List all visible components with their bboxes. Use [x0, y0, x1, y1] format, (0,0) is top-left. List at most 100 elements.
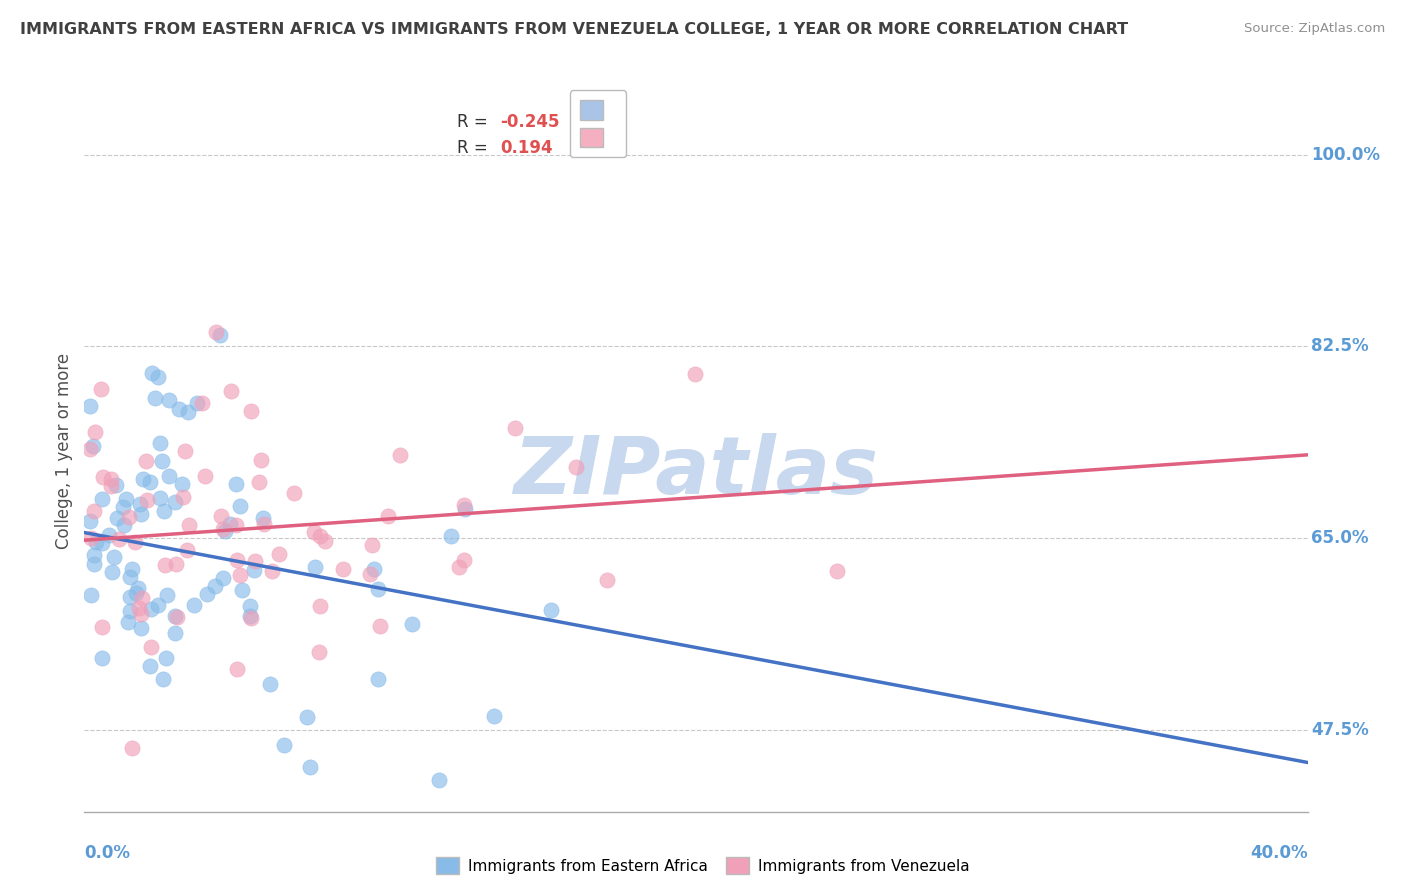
Point [453, 553, 475, 567]
Point [176, 543, 198, 558]
Point [484, 708, 506, 723]
Point [138, 659, 160, 673]
Point [141, 602, 163, 616]
Point [124, 535, 146, 549]
Point [683, 367, 706, 381]
Point [186, 396, 208, 410]
Point [209, 508, 232, 523]
Point [141, 640, 163, 654]
Point [231, 582, 253, 597]
Point [118, 604, 141, 618]
Point [128, 601, 150, 615]
Point [243, 554, 266, 568]
Point [129, 498, 152, 512]
Point [401, 616, 423, 631]
Point [131, 607, 153, 621]
Point [302, 524, 325, 539]
Point [304, 560, 326, 574]
Point [239, 609, 262, 624]
Point [111, 500, 134, 514]
Point [118, 570, 141, 584]
Point [219, 517, 242, 532]
Text: 100.0%: 100.0% [1312, 146, 1381, 164]
Text: 65.0%: 65.0% [1312, 529, 1369, 547]
Point [177, 518, 200, 533]
Point [214, 524, 236, 538]
Point [363, 562, 385, 576]
Point [449, 559, 471, 574]
Point [332, 562, 354, 576]
Point [596, 573, 619, 587]
Point [139, 475, 162, 489]
Point [229, 499, 252, 513]
Point [90, 536, 112, 550]
Point [454, 502, 477, 516]
Point [190, 396, 212, 410]
Point [170, 477, 193, 491]
Text: 0.0%: 0.0% [84, 844, 131, 863]
Point [82, 439, 104, 453]
Point [298, 760, 321, 774]
Text: R =: R = [457, 112, 494, 131]
Point [157, 393, 180, 408]
Point [100, 472, 122, 486]
Point [91, 620, 114, 634]
Point [389, 448, 412, 462]
Point [177, 404, 200, 418]
Point [259, 676, 281, 690]
Text: R =: R = [457, 139, 494, 158]
Point [172, 490, 194, 504]
Point [132, 472, 155, 486]
Point [367, 582, 389, 596]
Y-axis label: College, 1 year or more: College, 1 year or more [55, 352, 73, 549]
Point [540, 602, 562, 616]
Point [115, 492, 138, 507]
Point [149, 491, 172, 505]
Point [283, 485, 305, 500]
Point [225, 477, 247, 491]
Point [240, 611, 263, 625]
Point [225, 517, 247, 532]
Point [253, 517, 276, 532]
Point [83, 548, 105, 562]
Point [152, 672, 174, 686]
Point [453, 498, 475, 512]
Text: 65: 65 [605, 139, 627, 158]
Point [163, 609, 186, 624]
Point [229, 568, 252, 582]
Point [91, 470, 114, 484]
Point [127, 581, 149, 595]
Point [121, 561, 143, 575]
Point [440, 528, 463, 542]
Text: 47.5%: 47.5% [1312, 721, 1369, 739]
Point [183, 598, 205, 612]
Point [83, 504, 105, 518]
Point [308, 644, 330, 658]
Point [165, 494, 187, 508]
Text: -0.245: -0.245 [501, 112, 560, 131]
Point [219, 384, 242, 399]
Point [79, 442, 101, 456]
Point [90, 491, 112, 506]
Point [309, 599, 332, 613]
Point [359, 567, 381, 582]
Point [79, 399, 101, 413]
Point [150, 454, 173, 468]
Point [105, 511, 128, 525]
Point [225, 662, 247, 676]
Point [204, 578, 226, 592]
Point [112, 517, 135, 532]
Point [135, 454, 157, 468]
Point [105, 477, 128, 491]
Point [121, 741, 143, 756]
Point [250, 452, 273, 467]
Point [273, 738, 295, 752]
Point [260, 564, 283, 578]
Point [97, 528, 120, 542]
Point [148, 435, 170, 450]
Point [156, 588, 179, 602]
Point [155, 558, 177, 572]
Point [129, 507, 152, 521]
Point [197, 587, 219, 601]
Point [100, 479, 122, 493]
